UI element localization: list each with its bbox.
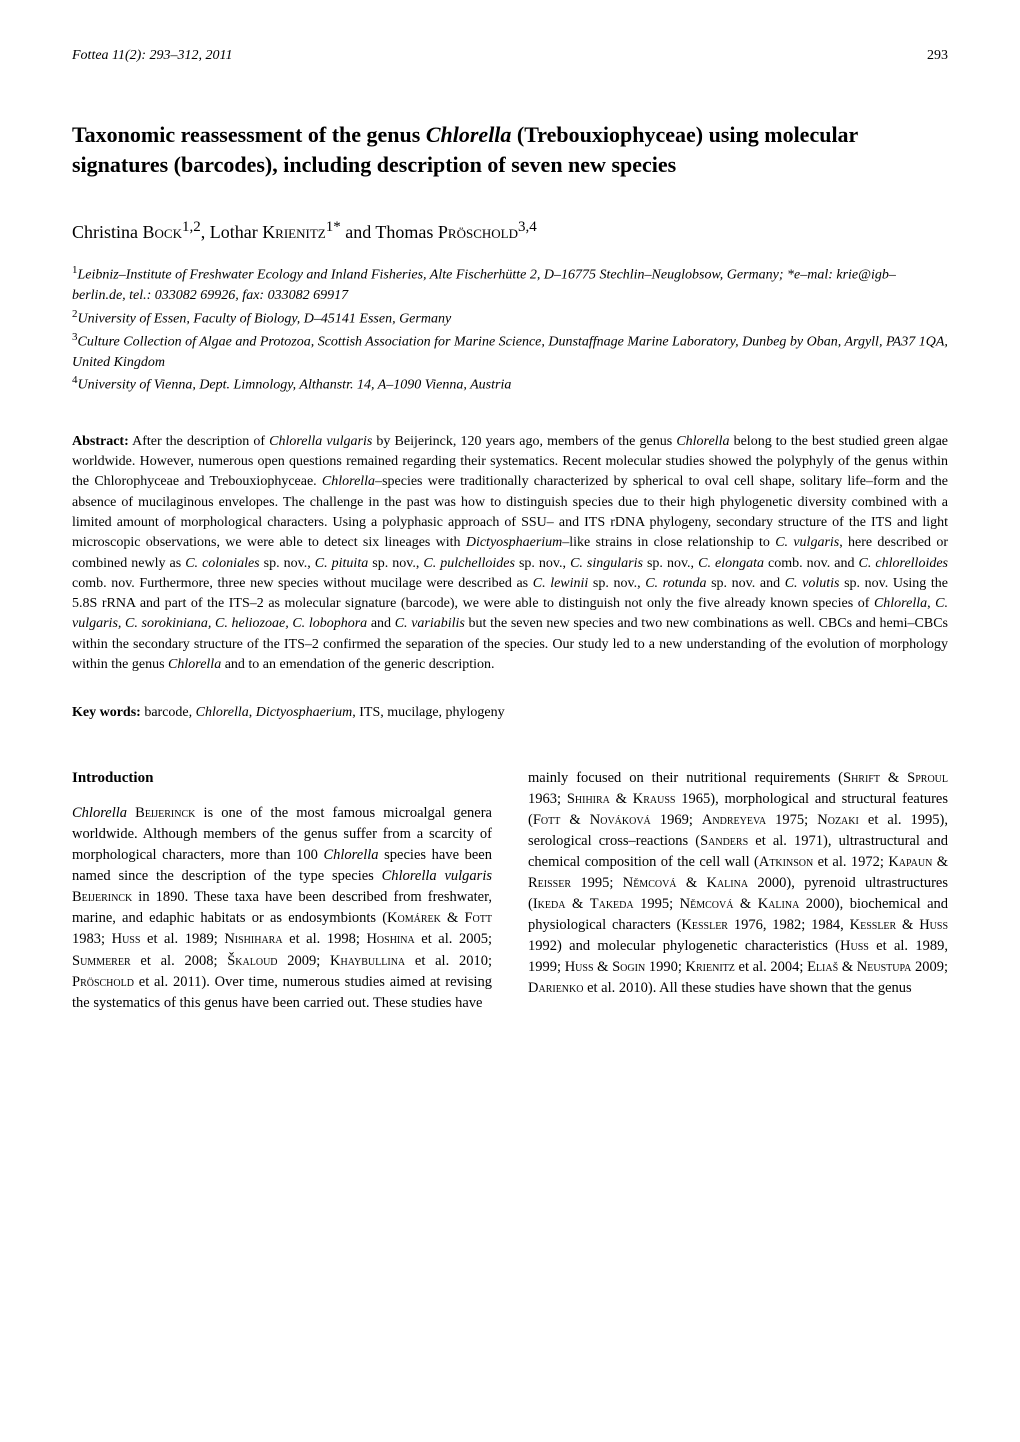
abstract-label: Abstract: bbox=[72, 434, 129, 449]
affiliation-4: 4University of Vienna, Dept. Limnology, … bbox=[72, 373, 948, 396]
keywords-text: barcode, Chlorella, Dictyosphaerium, ITS… bbox=[144, 705, 504, 720]
intro-paragraph-right: mainly focused on their nutritional requ… bbox=[528, 768, 948, 999]
affiliation-3: 3Culture Collection of Algae and Protozo… bbox=[72, 330, 948, 373]
keywords-label: Key words: bbox=[72, 705, 141, 720]
running-head: Fottea 11(2): 293–312, 2011 293 bbox=[72, 48, 948, 64]
page-number: 293 bbox=[927, 48, 948, 64]
column-right: mainly focused on their nutritional requ… bbox=[528, 768, 948, 1014]
section-heading-introduction: Introduction bbox=[72, 768, 492, 790]
affiliation-2: 2University of Essen, Faculty of Biology… bbox=[72, 307, 948, 330]
intro-paragraph-left: Chlorella Beijerinck is one of the most … bbox=[72, 803, 492, 1013]
body-columns: Introduction Chlorella Beijerinck is one… bbox=[72, 768, 948, 1014]
affiliations-block: 1Leibniz–Institute of Freshwater Ecology… bbox=[72, 263, 948, 395]
journal-citation: Fottea 11(2): 293–312, 2011 bbox=[72, 48, 232, 64]
column-left: Introduction Chlorella Beijerinck is one… bbox=[72, 768, 492, 1014]
abstract-block: Abstract: After the description of Chlor… bbox=[72, 432, 948, 676]
author-list: Christina Bock1,2, Lothar Krienitz1* and… bbox=[72, 219, 948, 243]
affiliation-1: 1Leibniz–Institute of Freshwater Ecology… bbox=[72, 263, 948, 306]
abstract-text: After the description of Chlorella vulga… bbox=[72, 434, 948, 672]
article-title: Taxonomic reassessment of the genus Chlo… bbox=[72, 120, 948, 179]
keywords-block: Key words: barcode, Chlorella, Dictyosph… bbox=[72, 703, 948, 723]
